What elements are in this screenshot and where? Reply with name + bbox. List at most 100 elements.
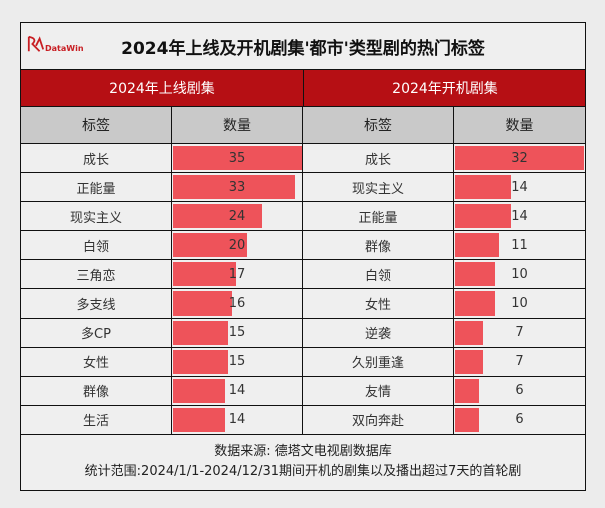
group-header-row: 2024年上线剧集 2024年开机剧集 xyxy=(21,70,585,107)
data-source: 数据来源: 德塔文电视剧数据库 xyxy=(214,444,392,460)
value-bar xyxy=(173,320,229,345)
tag-cell: 现实主义 xyxy=(21,202,172,231)
count-cell: 10 xyxy=(454,260,585,288)
value-label: 11 xyxy=(511,237,528,253)
count-cell: 17 xyxy=(172,260,303,289)
value-label: 10 xyxy=(511,296,528,312)
col-header-count: 数量 xyxy=(172,107,303,143)
tag-cell: 白领 xyxy=(21,231,172,260)
tag-cell: 生活 xyxy=(21,405,172,434)
count-cell: 11 xyxy=(454,231,585,259)
tag-cell: 现实主义 xyxy=(303,173,454,202)
value-label: 24 xyxy=(228,208,246,224)
value-bar xyxy=(173,146,302,171)
value-bar xyxy=(173,175,295,200)
value-label: 7 xyxy=(515,325,524,341)
value-bar xyxy=(173,291,232,316)
value-label: 14 xyxy=(511,179,528,195)
value-bar xyxy=(173,407,225,432)
count-cell: 6 xyxy=(454,406,585,434)
tag-cell: 群像 xyxy=(21,376,172,405)
table-row: 现实主义 24 正能量 14 xyxy=(21,202,585,232)
group-title-started: 2024年开机剧集 xyxy=(392,81,498,97)
value-label: 14 xyxy=(228,412,246,428)
value-label: 6 xyxy=(515,412,524,428)
title-row: DataWin 2024年上线及开机剧集'都市'类型剧的热门标签 xyxy=(21,23,585,70)
value-label: 16 xyxy=(228,296,246,312)
tag-cell: 逆袭 xyxy=(303,318,454,347)
tag-cell: 女性 xyxy=(303,289,454,318)
count-cell: 16 xyxy=(172,289,303,318)
value-label: 10 xyxy=(511,266,528,282)
value-label: 6 xyxy=(515,383,524,399)
value-label: 20 xyxy=(228,237,246,253)
value-bar xyxy=(173,378,225,403)
count-cell: 14 xyxy=(172,405,303,434)
value-label: 15 xyxy=(228,325,246,341)
tag-cell: 白领 xyxy=(303,260,454,289)
tag-cell: 久别重逢 xyxy=(303,347,454,376)
column-header-row: 标签 数量 标签 数量 xyxy=(21,107,585,144)
count-cell: 6 xyxy=(454,377,585,405)
count-cell: 10 xyxy=(454,289,585,317)
value-label: 14 xyxy=(228,383,246,399)
count-cell: 14 xyxy=(172,376,303,405)
value-bar xyxy=(455,320,484,345)
value-label: 35 xyxy=(228,150,246,166)
value-label: 15 xyxy=(228,354,246,370)
count-cell: 15 xyxy=(172,347,303,376)
value-label: 17 xyxy=(228,266,246,282)
col-header-tag: 标签 xyxy=(303,107,454,143)
tag-cell: 正能量 xyxy=(21,173,172,202)
count-cell: 15 xyxy=(172,318,303,347)
tag-cell: 成长 xyxy=(21,144,172,173)
count-cell: 32 xyxy=(454,144,585,172)
count-cell: 20 xyxy=(172,231,303,260)
table-row: 正能量 33 现实主义 14 xyxy=(21,173,585,203)
value-bar xyxy=(455,407,480,432)
table-row: 女性 15 久别重逢 7 xyxy=(21,347,585,377)
tag-cell: 多支线 xyxy=(21,289,172,318)
value-bar xyxy=(455,291,496,316)
count-cell: 35 xyxy=(172,144,303,173)
table-row: 成长 35 成长 32 xyxy=(21,144,585,174)
table-row: 白领 20 群像 11 xyxy=(21,231,585,261)
col-header-tag: 标签 xyxy=(21,107,172,143)
table-row: 三角恋 17 白领 10 xyxy=(21,260,585,290)
table-row: 多CP 15 逆袭 7 xyxy=(21,318,585,348)
tag-cell: 成长 xyxy=(303,144,454,173)
count-cell: 24 xyxy=(172,202,303,231)
table-row: 群像 14 友情 6 xyxy=(21,376,585,406)
datawin-logo: DataWin xyxy=(27,35,84,53)
value-label: 14 xyxy=(511,208,528,224)
datawin-logo-icon xyxy=(27,35,45,52)
value-bar xyxy=(455,146,584,171)
group-title-released: 2024年上线剧集 xyxy=(21,70,304,106)
tag-cell: 女性 xyxy=(21,347,172,376)
value-label: 32 xyxy=(511,150,528,166)
tag-cell: 群像 xyxy=(303,231,454,260)
value-bar xyxy=(173,262,236,287)
data-scope: 统计范围:2024/1/1-2024/12/31期间开机的剧集以及播出超过7天的… xyxy=(84,464,522,480)
count-cell: 14 xyxy=(454,202,585,230)
count-cell: 14 xyxy=(454,173,585,201)
table-row: 生活 14 双向奔赴 6 xyxy=(21,405,585,435)
count-cell: 7 xyxy=(454,319,585,347)
count-cell: 7 xyxy=(454,348,585,376)
value-label: 7 xyxy=(515,354,524,370)
tag-cell: 三角恋 xyxy=(21,260,172,289)
tag-cell: 友情 xyxy=(303,376,454,405)
tag-cell: 双向奔赴 xyxy=(303,405,454,434)
footer: 数据来源: 德塔文电视剧数据库 统计范围:2024/1/1-2024/12/31… xyxy=(21,435,585,490)
chart-title: 2024年上线及开机剧集'都市'类型剧的热门标签 xyxy=(121,38,485,59)
value-bar xyxy=(455,378,480,403)
table-row: 多支线 16 女性 10 xyxy=(21,289,585,319)
tag-cell: 正能量 xyxy=(303,202,454,231)
value-bar xyxy=(455,175,512,200)
value-label: 33 xyxy=(228,179,246,195)
logo-brand: DataWin xyxy=(45,44,84,53)
value-bar xyxy=(455,233,500,258)
value-bar xyxy=(455,204,512,229)
value-bar xyxy=(173,349,229,374)
value-bar xyxy=(455,262,496,287)
